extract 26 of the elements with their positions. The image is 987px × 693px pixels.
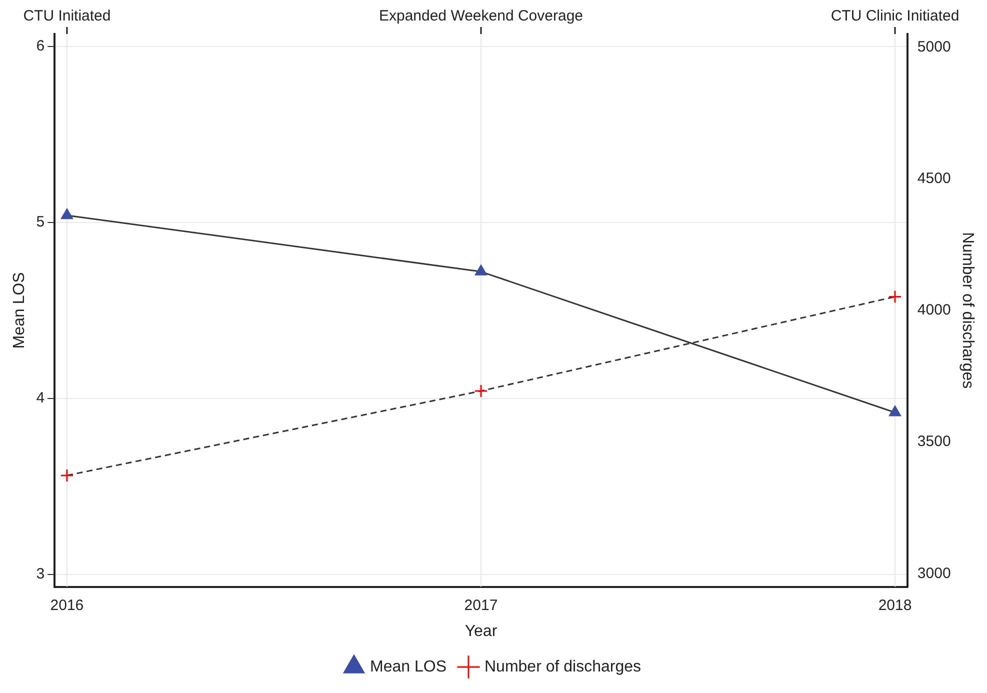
x-tick-label: 2016 (50, 596, 84, 614)
y-tick-label: 3 (36, 566, 45, 583)
legend-label: Number of discharges (484, 658, 641, 676)
legend-label: Mean LOS (370, 658, 446, 676)
point (61, 208, 73, 220)
x-tick-label: 2017 (464, 596, 498, 614)
x-axis-title: Year (464, 622, 498, 640)
y2-tick-label: 5000 (917, 38, 951, 56)
point (888, 290, 902, 304)
ref-line-label: Expanded Weekend Coverage (378, 8, 583, 25)
y2-tick-label: 3500 (917, 433, 951, 450)
x-tick-label: 2018 (878, 596, 912, 614)
y2-tick-label: 4500 (917, 170, 951, 187)
point (889, 406, 901, 416)
y2-tick-label: 4000 (917, 302, 951, 319)
y2-tick-label: 3000 (917, 564, 951, 582)
point (475, 264, 487, 276)
point (60, 468, 74, 482)
ref-line-label: CTU Initiated (23, 8, 111, 25)
y-tick-label: 6 (36, 37, 45, 54)
y-tick-label: 4 (36, 390, 45, 407)
point (474, 384, 488, 398)
ref-line-label: CTU Clinic Initiated (830, 8, 960, 25)
y-tick-label: 5 (36, 214, 45, 231)
y2-axis-title: Number of discharges (958, 232, 976, 389)
y-axis-title: Mean LOS (11, 272, 28, 349)
